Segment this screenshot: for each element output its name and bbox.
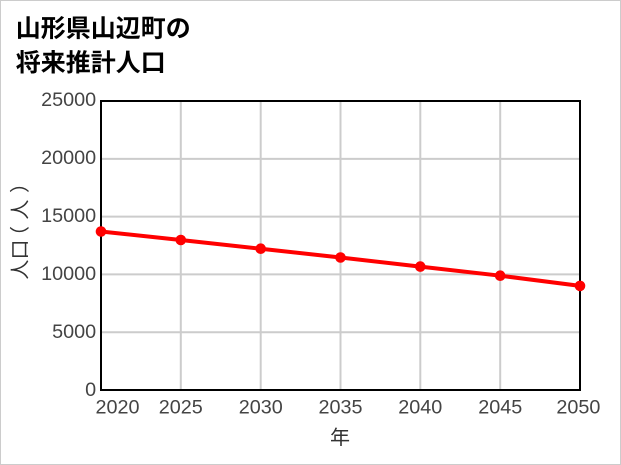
svg-text:2020: 2020 [95, 397, 139, 419]
svg-text:2025: 2025 [159, 397, 203, 419]
svg-text:2030: 2030 [239, 397, 283, 419]
svg-text:25000: 25000 [41, 89, 96, 111]
svg-text:2040: 2040 [398, 397, 442, 419]
svg-text:2050: 2050 [556, 397, 600, 419]
svg-text:15000: 15000 [41, 205, 96, 227]
svg-text:2035: 2035 [318, 397, 362, 419]
svg-text:2045: 2045 [478, 397, 522, 419]
svg-text:0: 0 [85, 379, 96, 401]
svg-text:10000: 10000 [41, 263, 96, 285]
svg-text:20000: 20000 [41, 147, 96, 169]
svg-text:5000: 5000 [52, 321, 96, 343]
